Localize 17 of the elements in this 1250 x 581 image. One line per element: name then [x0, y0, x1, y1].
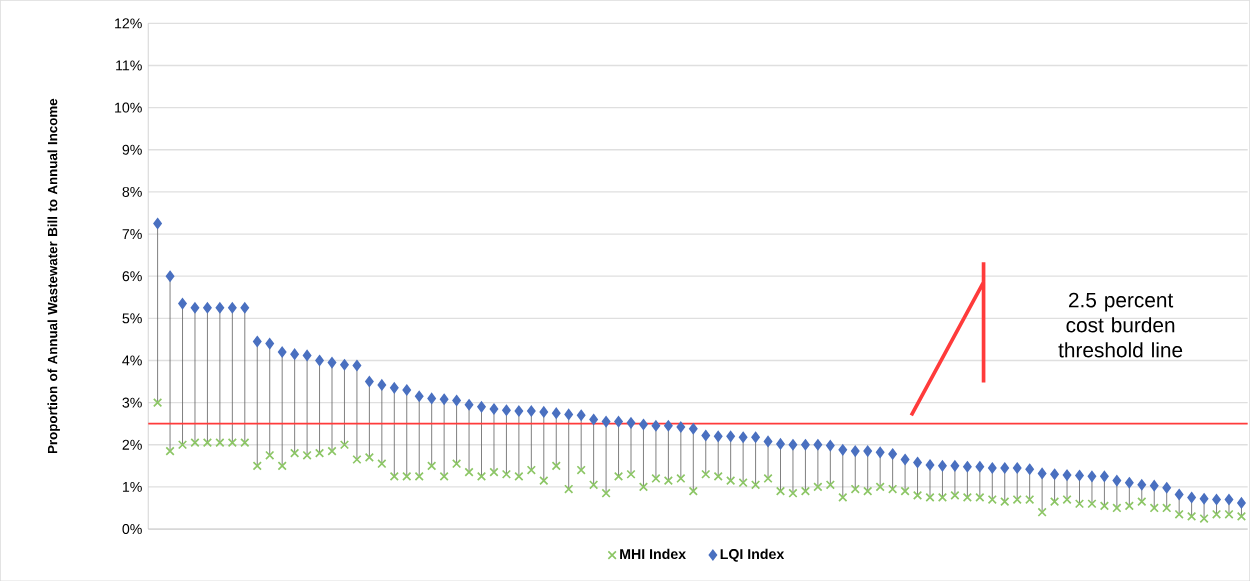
y-tick-label: 5%	[122, 313, 142, 324]
y-tick-label: 0%	[122, 523, 142, 534]
y-tick-label: 12%	[115, 18, 142, 29]
y-tick-label: 7%	[122, 228, 142, 239]
y-tick-label: 8%	[122, 186, 142, 197]
y-tick-label: 2%	[122, 439, 142, 450]
y-tick-label: 6%	[122, 271, 142, 282]
legend-label: LQI Index	[720, 548, 785, 562]
y-tick-label: 9%	[122, 144, 142, 155]
y-tick-label: 1%	[122, 481, 142, 492]
y-tick-label: 3%	[122, 397, 142, 408]
y-tick-label: 10%	[115, 102, 142, 113]
annotation: 2.5 percent cost burden threshold line	[1058, 292, 1183, 358]
legend-label: MHI Index	[620, 548, 686, 559]
y-tick-label: 11%	[116, 60, 142, 71]
y-axis-title: Proportion of Annual Wastewater Bill to Annual Income	[47, 98, 60, 453]
y-tick-label: 4%	[122, 355, 142, 366]
